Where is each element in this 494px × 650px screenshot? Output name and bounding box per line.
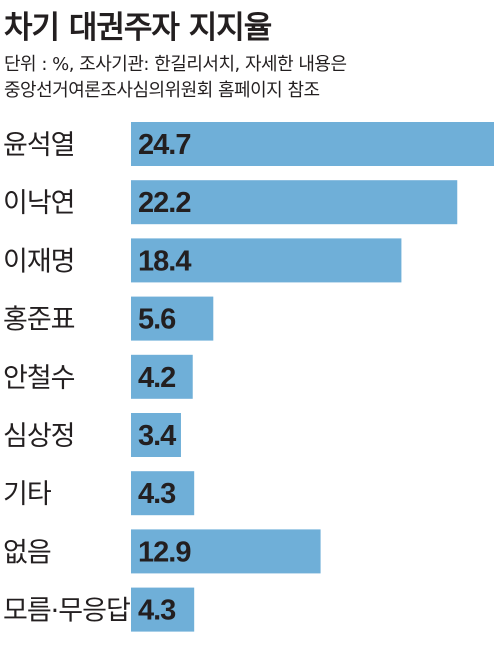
value-label-2: 18.4 bbox=[138, 245, 191, 277]
bar-0 bbox=[131, 122, 494, 166]
value-label-1: 22.2 bbox=[138, 187, 190, 219]
value-label-6: 4.3 bbox=[138, 478, 176, 510]
value-label-5: 3.4 bbox=[138, 420, 176, 452]
category-label-0: 윤석열 bbox=[3, 130, 75, 161]
chart-title: 차기 대권주자 지지율 bbox=[4, 10, 272, 46]
category-label-5: 심상정 bbox=[3, 421, 75, 452]
value-label-4: 4.2 bbox=[138, 362, 175, 394]
source-note-line2: 중앙선거여론조사심의위원회 홈페이지 참조 bbox=[4, 80, 320, 101]
bar-6 bbox=[131, 471, 195, 516]
bar-2 bbox=[131, 238, 402, 283]
bar-5 bbox=[131, 413, 181, 457]
category-label-6: 기타 bbox=[3, 479, 52, 510]
category-label-1: 이낙연 bbox=[3, 188, 75, 219]
category-label-3: 홍준표 bbox=[3, 305, 75, 336]
value-label-0: 24.7 bbox=[138, 129, 190, 161]
bar-3 bbox=[131, 296, 214, 341]
category-label-7: 없음 bbox=[3, 537, 51, 568]
category-label-4: 안철수 bbox=[3, 363, 75, 394]
bar-7 bbox=[131, 529, 321, 574]
bar-1 bbox=[131, 180, 458, 225]
value-label-3: 5.6 bbox=[138, 304, 176, 336]
value-label-7: 12.9 bbox=[138, 536, 191, 568]
category-label-8: 모름·무응답 bbox=[3, 596, 130, 627]
bar-8 bbox=[131, 587, 195, 632]
value-label-8: 4.3 bbox=[138, 595, 176, 627]
source-note-line1: 단위 : %, 조사기관: 한길리서치, 자세한 내용은 bbox=[4, 54, 347, 75]
category-label-2: 이재명 bbox=[3, 246, 75, 277]
bar-4 bbox=[131, 354, 193, 399]
